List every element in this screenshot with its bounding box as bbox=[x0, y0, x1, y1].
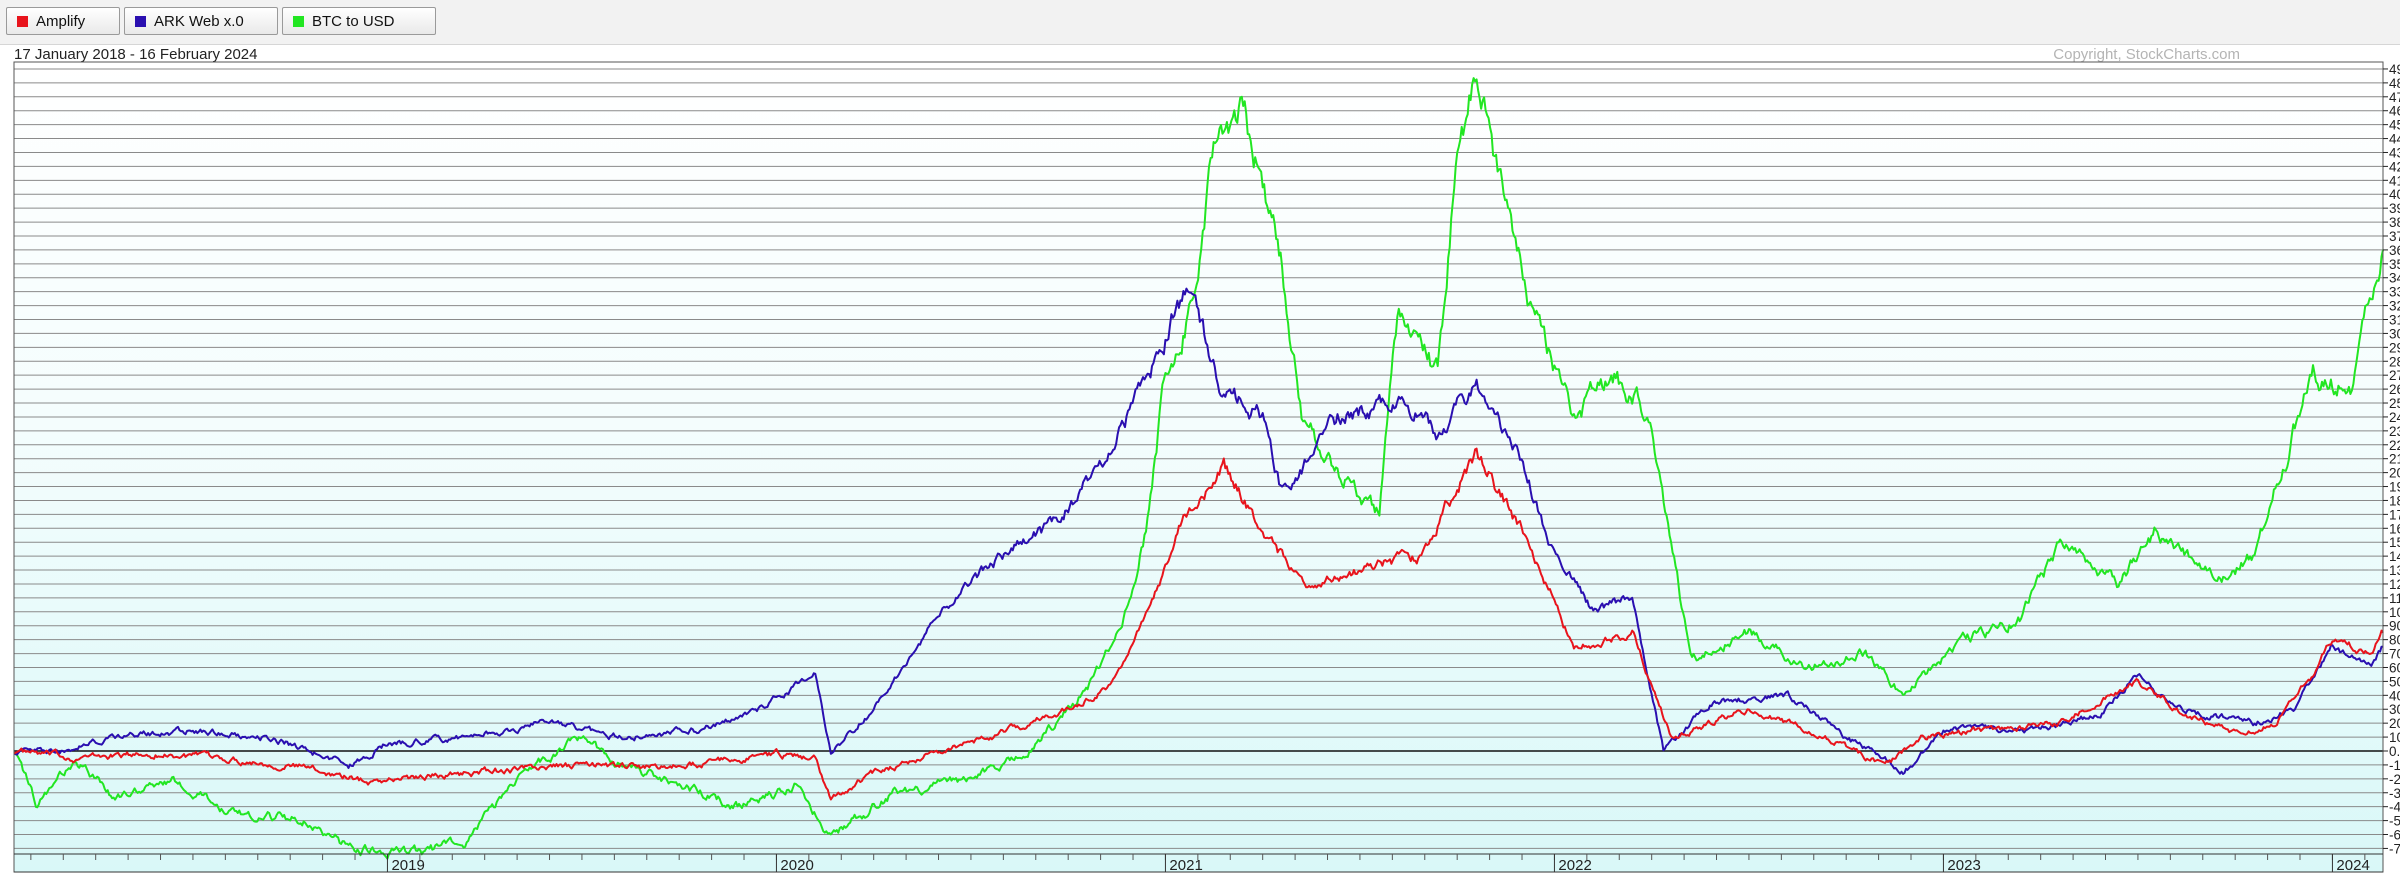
y-tick-label: 50.0% bbox=[2389, 674, 2400, 689]
y-tick-label: -20.0% bbox=[2389, 772, 2400, 787]
y-tick-label: 260.0% bbox=[2389, 382, 2400, 397]
y-tick-label: 60.0% bbox=[2389, 660, 2400, 675]
series-line-ark-web-x-0 bbox=[13, 287, 2384, 775]
y-tick-label: 180.0% bbox=[2389, 493, 2400, 508]
y-tick-label: 80.0% bbox=[2389, 633, 2400, 648]
y-tick-label: 290.0% bbox=[2389, 340, 2400, 355]
legend-ark-label: ARK Web x.0 bbox=[154, 12, 244, 30]
copyright-text: Copyright, StockCharts.com bbox=[2053, 46, 2240, 63]
y-tick-label: 450.0% bbox=[2389, 118, 2400, 133]
y-tick-label: -60.0% bbox=[2389, 828, 2400, 843]
y-tick-label: 0.0% bbox=[2389, 744, 2400, 759]
y-tick-label: 210.0% bbox=[2389, 452, 2400, 467]
y-tick-label: 250.0% bbox=[2389, 396, 2400, 411]
y-tick-label: 490.0% bbox=[2389, 62, 2400, 77]
y-tick-label: 160.0% bbox=[2389, 521, 2400, 536]
legend-amplify-button[interactable]: Amplify bbox=[6, 7, 120, 35]
x-axis: 2019 2020 2021 2022 2023 2024 bbox=[14, 853, 2383, 874]
y-tick-label: 330.0% bbox=[2389, 285, 2400, 300]
y-tick-label: 440.0% bbox=[2389, 132, 2400, 147]
date-range: 17 January 2018 - 16 February 2024 bbox=[14, 46, 258, 63]
x-tick-label: 2024 bbox=[2336, 857, 2369, 874]
y-tick-label: 390.0% bbox=[2389, 201, 2400, 216]
legend-ark-button[interactable]: ARK Web x.0 bbox=[124, 7, 278, 35]
legend-btc-label: BTC to USD bbox=[312, 12, 395, 30]
y-tick-label: 30.0% bbox=[2389, 702, 2400, 717]
y-tick-label: 460.0% bbox=[2389, 104, 2400, 119]
x-tick-label: 2020 bbox=[780, 857, 813, 874]
y-tick-label: -30.0% bbox=[2389, 786, 2400, 801]
y-tick-label: 350.0% bbox=[2389, 257, 2400, 272]
y-tick-label: 280.0% bbox=[2389, 354, 2400, 369]
btc-swatch bbox=[293, 15, 304, 27]
y-tick-label: 410.0% bbox=[2389, 173, 2400, 188]
series-line-amplify bbox=[13, 447, 2384, 801]
y-tick-label: 120.0% bbox=[2389, 577, 2400, 592]
legend-btc-button[interactable]: BTC to USD bbox=[282, 7, 436, 35]
y-tick-label: 470.0% bbox=[2389, 90, 2400, 105]
y-tick-label: 340.0% bbox=[2389, 271, 2400, 286]
y-tick-label: -10.0% bbox=[2389, 758, 2400, 773]
y-tick-label: -70.0% bbox=[2389, 841, 2400, 856]
amplify-swatch bbox=[17, 15, 28, 27]
x-tick-label: 2019 bbox=[391, 857, 424, 874]
y-tick-label: 380.0% bbox=[2389, 215, 2400, 230]
y-axis-ticks: -70.0%-60.0%-50.0%-40.0%-30.0%-20.0%-10.… bbox=[2383, 62, 2400, 856]
y-tick-label: 40.0% bbox=[2389, 688, 2400, 703]
y-tick-label: 90.0% bbox=[2389, 619, 2400, 634]
y-tick-label: 240.0% bbox=[2389, 410, 2400, 425]
y-tick-label: 190.0% bbox=[2389, 480, 2400, 495]
x-tick-label: 2022 bbox=[1558, 857, 1591, 874]
ark-swatch bbox=[135, 15, 146, 27]
y-tick-label: 370.0% bbox=[2389, 229, 2400, 244]
y-tick-label: -50.0% bbox=[2389, 814, 2400, 829]
y-tick-label: 150.0% bbox=[2389, 535, 2400, 550]
y-tick-label: 140.0% bbox=[2389, 549, 2400, 564]
x-tick-label: 2021 bbox=[1169, 857, 1202, 874]
y-tick-label: 320.0% bbox=[2389, 299, 2400, 314]
legend-amplify-label: Amplify bbox=[36, 12, 86, 30]
y-tick-label: 270.0% bbox=[2389, 368, 2400, 383]
y-tick-label: 200.0% bbox=[2389, 466, 2400, 481]
legend-toolbar: Amplify ARK Web x.0 BTC to USD bbox=[0, 0, 2400, 45]
y-tick-label: 20.0% bbox=[2389, 716, 2400, 731]
y-tick-label: 170.0% bbox=[2389, 507, 2400, 522]
y-tick-label: 230.0% bbox=[2389, 424, 2400, 439]
y-tick-label: 100.0% bbox=[2389, 605, 2400, 620]
y-tick-label: 360.0% bbox=[2389, 243, 2400, 258]
y-tick-label: 130.0% bbox=[2389, 563, 2400, 578]
y-tick-label: 400.0% bbox=[2389, 187, 2400, 202]
y-tick-label: 110.0% bbox=[2389, 591, 2400, 606]
y-tick-label: 310.0% bbox=[2389, 313, 2400, 328]
y-tick-label: 480.0% bbox=[2389, 76, 2400, 91]
y-tick-label: 420.0% bbox=[2389, 159, 2400, 174]
y-tick-label: -40.0% bbox=[2389, 800, 2400, 815]
y-tick-label: 430.0% bbox=[2389, 145, 2400, 160]
x-tick-label: 2023 bbox=[1947, 857, 1980, 874]
y-tick-label: 300.0% bbox=[2389, 326, 2400, 341]
y-tick-label: 220.0% bbox=[2389, 438, 2400, 453]
y-tick-label: 70.0% bbox=[2389, 647, 2400, 662]
y-tick-label: 10.0% bbox=[2389, 730, 2400, 745]
